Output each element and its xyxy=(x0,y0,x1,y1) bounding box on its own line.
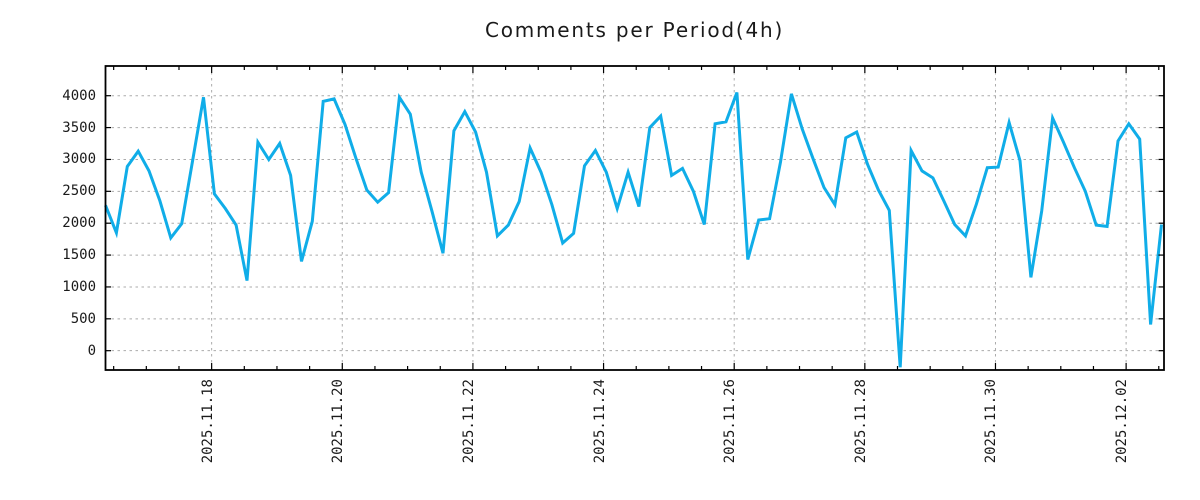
x-tick-label: 2025.11.20 xyxy=(330,379,347,464)
y-tick-label: 3500 xyxy=(62,119,96,136)
y-tick-label: 2500 xyxy=(62,183,96,200)
y-tick-label: 4000 xyxy=(62,87,96,104)
y-tick-label: 3000 xyxy=(62,151,96,168)
x-tick-label: 2025.11.22 xyxy=(460,379,477,464)
x-tick-label: 2025.12.02 xyxy=(1114,379,1131,464)
y-tick-label: 1500 xyxy=(62,247,96,264)
chart-title: Comments per Period(4h) xyxy=(484,18,785,42)
y-tick-label: 500 xyxy=(70,310,96,327)
data-line xyxy=(104,91,1163,368)
x-tick-label: 2025.11.18 xyxy=(199,379,216,464)
x-tick-label: 2025.11.28 xyxy=(852,379,869,464)
y-tick-label: 2000 xyxy=(62,215,96,232)
x-tick-label: 2025.11.24 xyxy=(591,379,608,464)
y-tick-label: 1000 xyxy=(62,278,96,295)
y-tick-label: 0 xyxy=(87,342,96,359)
x-tick-label: 2025.11.30 xyxy=(983,379,1000,464)
x-tick-label: 2025.11.26 xyxy=(722,379,739,464)
axis-frame xyxy=(104,65,1165,371)
